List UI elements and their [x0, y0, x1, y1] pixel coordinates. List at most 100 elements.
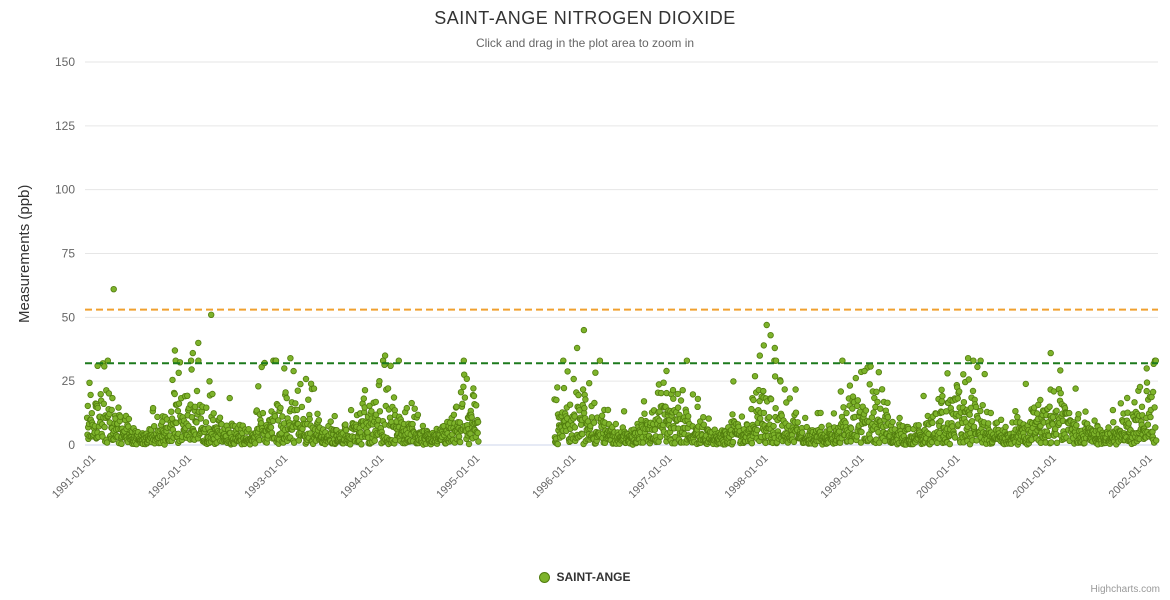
- data-point[interactable]: [197, 415, 204, 422]
- data-point[interactable]: [1047, 439, 1055, 446]
- data-point[interactable]: [660, 379, 667, 386]
- data-point[interactable]: [964, 355, 972, 362]
- data-point[interactable]: [792, 409, 800, 416]
- data-point[interactable]: [99, 433, 106, 440]
- data-point[interactable]: [651, 426, 659, 433]
- data-point[interactable]: [837, 388, 844, 395]
- data-point[interactable]: [86, 379, 93, 386]
- data-point[interactable]: [854, 402, 861, 410]
- data-point[interactable]: [867, 363, 874, 370]
- data-point[interactable]: [1136, 383, 1144, 391]
- data-point[interactable]: [705, 415, 712, 422]
- data-point[interactable]: [579, 431, 586, 438]
- data-point[interactable]: [1014, 413, 1021, 421]
- data-point[interactable]: [1082, 408, 1089, 415]
- data-point[interactable]: [259, 409, 267, 417]
- data-point[interactable]: [849, 405, 856, 412]
- data-point[interactable]: [738, 413, 746, 420]
- data-point[interactable]: [586, 380, 593, 387]
- data-point[interactable]: [1047, 349, 1054, 357]
- data-point[interactable]: [125, 415, 133, 423]
- data-point[interactable]: [275, 417, 282, 424]
- data-point[interactable]: [460, 383, 467, 390]
- data-point[interactable]: [1143, 387, 1150, 395]
- data-point[interactable]: [641, 410, 648, 417]
- data-point[interactable]: [245, 426, 252, 433]
- data-point[interactable]: [843, 409, 850, 417]
- data-point[interactable]: [753, 426, 761, 434]
- data-point[interactable]: [954, 395, 961, 402]
- data-point[interactable]: [94, 404, 101, 412]
- data-point[interactable]: [573, 344, 581, 352]
- data-point[interactable]: [149, 404, 157, 412]
- data-point[interactable]: [298, 403, 306, 411]
- data-point[interactable]: [150, 423, 158, 430]
- data-point[interactable]: [559, 433, 566, 440]
- data-point[interactable]: [306, 415, 313, 423]
- data-point[interactable]: [315, 417, 323, 424]
- data-point[interactable]: [858, 428, 865, 436]
- data-point[interactable]: [671, 440, 678, 447]
- data-point[interactable]: [293, 406, 301, 414]
- data-point[interactable]: [189, 349, 196, 357]
- data-point[interactable]: [175, 400, 183, 407]
- data-point[interactable]: [188, 366, 195, 373]
- data-point[interactable]: [694, 395, 702, 403]
- data-point[interactable]: [972, 403, 980, 411]
- data-point[interactable]: [771, 373, 779, 380]
- data-point[interactable]: [620, 408, 628, 415]
- data-point[interactable]: [877, 405, 884, 412]
- legend-item-saint-ange[interactable]: SAINT-ANGE: [0, 570, 1170, 584]
- data-point[interactable]: [799, 429, 806, 436]
- data-point[interactable]: [1072, 385, 1079, 392]
- data-point[interactable]: [937, 417, 944, 425]
- data-point[interactable]: [450, 411, 458, 418]
- data-point[interactable]: [896, 414, 903, 422]
- data-point[interactable]: [591, 399, 598, 407]
- data-point[interactable]: [1057, 367, 1064, 374]
- data-point[interactable]: [920, 392, 927, 400]
- data-point[interactable]: [1012, 408, 1019, 415]
- data-point[interactable]: [878, 386, 886, 393]
- data-point[interactable]: [171, 347, 179, 354]
- data-point[interactable]: [1073, 422, 1080, 429]
- data-point[interactable]: [876, 439, 883, 446]
- data-point[interactable]: [97, 391, 104, 398]
- data-point[interactable]: [884, 399, 891, 406]
- data-point[interactable]: [361, 387, 369, 394]
- data-point[interactable]: [657, 433, 664, 440]
- data-point[interactable]: [202, 419, 210, 426]
- data-point[interactable]: [987, 409, 994, 417]
- data-point[interactable]: [1057, 390, 1064, 397]
- data-point[interactable]: [748, 405, 755, 413]
- data-point[interactable]: [376, 408, 384, 415]
- data-point[interactable]: [846, 382, 854, 389]
- data-point[interactable]: [456, 419, 463, 426]
- data-point[interactable]: [766, 414, 773, 421]
- data-point[interactable]: [154, 413, 161, 421]
- data-point[interactable]: [305, 396, 312, 403]
- data-point[interactable]: [282, 389, 289, 396]
- data-point[interactable]: [870, 409, 877, 416]
- data-point[interactable]: [729, 438, 737, 446]
- data-point[interactable]: [818, 423, 825, 431]
- data-point[interactable]: [216, 414, 224, 421]
- data-point[interactable]: [463, 375, 470, 382]
- data-point[interactable]: [368, 408, 375, 415]
- data-point[interactable]: [295, 437, 302, 444]
- data-point[interactable]: [470, 385, 477, 392]
- data-point[interactable]: [347, 441, 354, 448]
- data-point[interactable]: [554, 440, 561, 448]
- data-point[interactable]: [854, 397, 861, 404]
- data-point[interactable]: [203, 404, 210, 411]
- data-point[interactable]: [185, 422, 192, 430]
- data-point[interactable]: [281, 365, 288, 372]
- data-point[interactable]: [1065, 409, 1073, 417]
- data-point[interactable]: [87, 391, 94, 399]
- data-point[interactable]: [457, 389, 465, 396]
- data-point[interactable]: [875, 369, 882, 376]
- data-point[interactable]: [255, 383, 262, 390]
- data-point[interactable]: [939, 392, 946, 400]
- data-point[interactable]: [848, 425, 855, 432]
